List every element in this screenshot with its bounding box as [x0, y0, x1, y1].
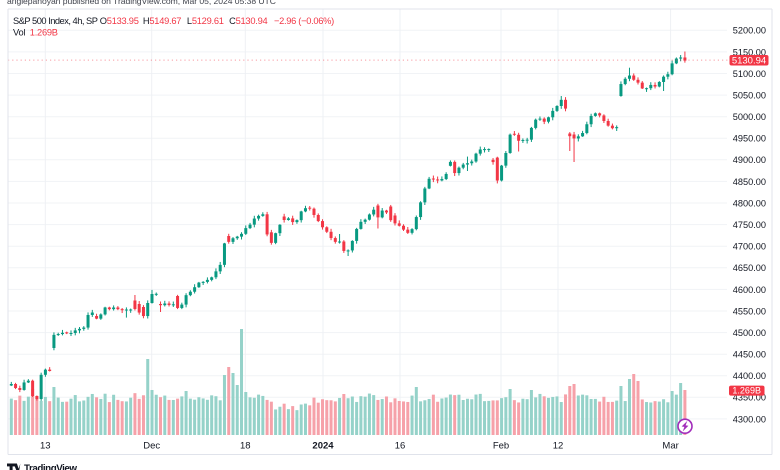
svg-text:4500.00: 4500.00 — [733, 328, 766, 338]
svg-text:−2.96 (−0.06%): −2.96 (−0.06%) — [274, 16, 334, 26]
svg-text:1.269B: 1.269B — [30, 28, 58, 38]
svg-text:S&P 500 Index, 4h, SP: S&P 500 Index, 4h, SP — [13, 16, 98, 26]
svg-text:5100.00: 5100.00 — [733, 69, 766, 79]
svg-text:TradingView: TradingView — [24, 464, 77, 470]
svg-text:4800.00: 4800.00 — [733, 198, 766, 208]
svg-text:5130.94: 5130.94 — [732, 55, 766, 66]
svg-text:2024: 2024 — [312, 440, 334, 451]
svg-text:4450.00: 4450.00 — [733, 350, 766, 360]
svg-text:O5133.95: O5133.95 — [100, 16, 139, 26]
svg-text:C5130.94: C5130.94 — [229, 16, 267, 26]
svg-text:13: 13 — [40, 440, 51, 451]
svg-text:4750.00: 4750.00 — [733, 220, 766, 230]
svg-text:Mar: Mar — [662, 440, 678, 451]
svg-text:4300.00: 4300.00 — [733, 414, 766, 424]
svg-text:12: 12 — [553, 440, 564, 451]
svg-text:L5129.61: L5129.61 — [187, 16, 224, 26]
svg-text:18: 18 — [240, 440, 251, 451]
svg-text:Vol: Vol — [13, 28, 25, 38]
svg-text:4350.00: 4350.00 — [733, 393, 766, 403]
svg-text:5050.00: 5050.00 — [733, 91, 766, 101]
svg-text:4550.00: 4550.00 — [733, 306, 766, 316]
svg-text:Feb: Feb — [493, 440, 509, 451]
svg-text:4950.00: 4950.00 — [733, 134, 766, 144]
svg-text:4400.00: 4400.00 — [733, 371, 766, 381]
svg-text:4600.00: 4600.00 — [733, 285, 766, 295]
svg-text:16: 16 — [395, 440, 406, 451]
svg-text:4650.00: 4650.00 — [733, 263, 766, 273]
svg-text:1.269B: 1.269B — [732, 386, 761, 396]
svg-text:5150.00: 5150.00 — [733, 47, 766, 57]
svg-text:5200.00: 5200.00 — [733, 26, 766, 36]
svg-text:H5149.67: H5149.67 — [143, 16, 181, 26]
svg-text:4900.00: 4900.00 — [733, 155, 766, 165]
svg-text:5000.00: 5000.00 — [733, 112, 766, 122]
svg-text:4850.00: 4850.00 — [733, 177, 766, 187]
svg-text:4700.00: 4700.00 — [733, 242, 766, 252]
svg-text:Dec: Dec — [143, 440, 160, 451]
